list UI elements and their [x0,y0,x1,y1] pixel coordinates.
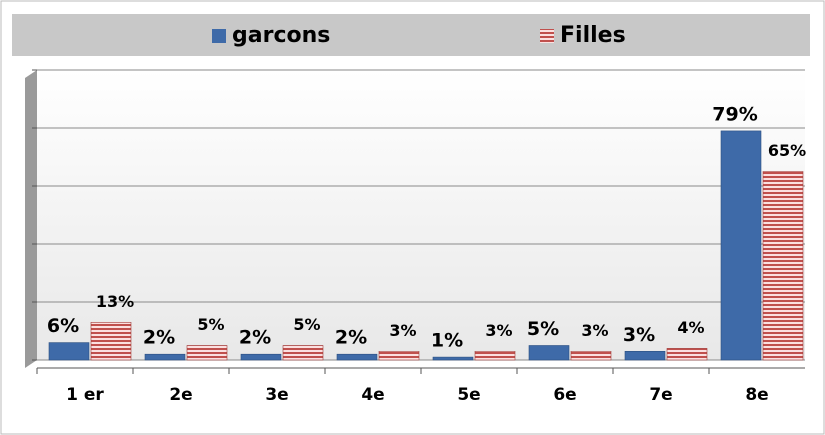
bar [432,356,474,361]
legend-swatch [212,29,226,43]
data-label: 5% [293,315,320,334]
data-label: 3% [485,321,512,340]
data-label: 2% [239,327,271,349]
bar [48,342,90,361]
data-label: 3% [623,324,655,346]
data-label: 1% [431,330,463,352]
x-tick-label: 2e [169,385,192,405]
data-label: 2% [335,327,367,349]
bar [186,345,228,361]
bar [762,171,804,361]
data-label: 5% [527,318,559,340]
bar [240,353,282,361]
data-label: 13% [96,292,134,311]
bar [666,348,708,361]
x-tick-label: 3e [265,385,288,405]
data-label: 6% [47,315,79,337]
bar [528,345,570,361]
legend-swatch [540,29,554,43]
bar [336,353,378,361]
x-tick-label: 5e [457,385,480,405]
bar [474,350,516,361]
x-tick-label: 7e [649,385,672,405]
data-label: 65% [768,141,806,160]
bar [378,350,420,361]
data-label: 4% [677,318,704,337]
x-tick-label: 1 er [66,385,104,405]
x-tick-label: 6e [553,385,576,405]
side-wall [25,70,37,368]
legend-label: garcons [232,23,330,48]
data-label: 2% [143,327,175,349]
data-label: 5% [197,315,224,334]
data-label: 79% [712,103,757,125]
x-tick-label: 4e [361,385,384,405]
bar [282,345,324,361]
data-label: 3% [389,321,416,340]
legend-label: Filles [560,23,626,48]
bar [144,353,186,361]
x-tick-label: 8e [745,385,768,405]
bar [720,130,762,361]
legend-band [12,14,810,56]
bar [90,321,132,361]
bar [624,350,666,361]
data-label: 3% [581,321,608,340]
bar [570,350,612,361]
plot-wall [37,70,805,360]
